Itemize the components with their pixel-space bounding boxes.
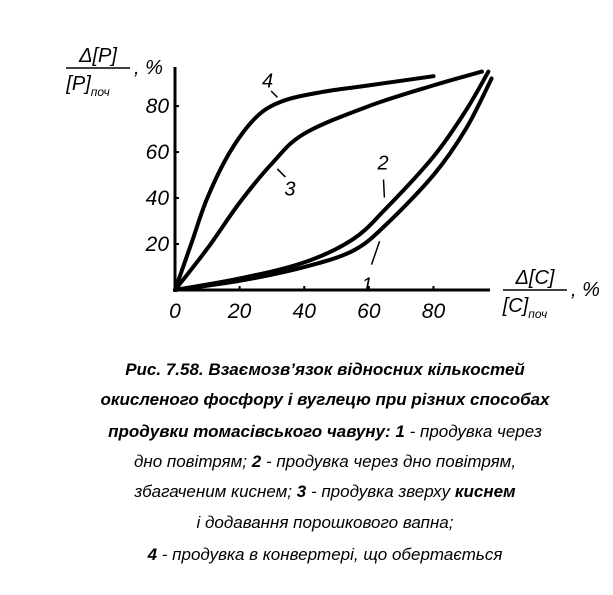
y-axis-label-denominator-sub: поч: [91, 85, 110, 99]
caption-run: дно повітрям;: [134, 452, 252, 471]
label-leader: [382, 179, 386, 198]
caption-run: і додавання порошкового вапна;: [197, 513, 454, 532]
caption-run: збагаченим киснем;: [133, 482, 296, 501]
caption-line: Рис. 7.58. Взаємозв’язок відносних кільк…: [125, 360, 525, 379]
x-axis-label-denominator-main: [C]: [502, 295, 529, 317]
y-axis-label-denominator-main: [P]: [65, 73, 91, 95]
caption-line: 4 - продувка в конвертері, що обертаєтьс…: [147, 545, 503, 564]
caption-run: 4: [147, 545, 158, 564]
x-axis-label: Δ[C] [C]поч , %: [502, 267, 600, 321]
series-label: 4: [262, 70, 273, 92]
series-label: 1: [361, 275, 372, 297]
x-axis-label-numerator: Δ[C]: [515, 267, 555, 289]
x-axis-label-denominator-sub: поч: [528, 307, 547, 321]
caption-run: - продувка зверху: [306, 482, 455, 501]
caption-run: окисленого фосфору і вуглецю при різних …: [100, 390, 551, 409]
caption-run: 3: [297, 482, 307, 501]
x-axis-label-denominator: [C]поч: [502, 295, 548, 321]
caption-run: Рис. 7.58. Взаємозв’язок відносних кільк…: [125, 360, 525, 379]
x-axis-label-unit: , %: [571, 279, 600, 301]
line-series: [173, 69, 491, 292]
caption-line: окисленого фосфору і вуглецю при різних …: [100, 390, 551, 409]
series-label: 2: [376, 153, 388, 175]
caption-run: киснем: [455, 482, 516, 501]
line-series: [173, 69, 484, 292]
label-leader: [270, 90, 278, 98]
y-axis-label: Δ[P] [P]поч , %: [65, 45, 163, 99]
x-tick-label: 40: [293, 300, 317, 323]
y-axis-label-unit: , %: [134, 57, 163, 79]
y-tick-label: 40: [146, 187, 170, 210]
x-tick-label: 80: [422, 300, 446, 323]
y-axis-label-numerator: Δ[P]: [78, 45, 117, 67]
caption-line: і додавання порошкового вапна;: [197, 513, 454, 532]
x-tick-label: 60: [357, 300, 381, 323]
y-axis-label-denominator: [P]поч: [65, 73, 109, 99]
x-tick-label: 20: [227, 300, 252, 323]
y-tick-label: 60: [146, 141, 170, 164]
caption-line: продувки томасівського чавуну: 1 - проду…: [108, 422, 542, 441]
line-series: [173, 74, 436, 292]
y-tick-label: 80: [146, 95, 170, 118]
caption-run: - продувка через: [405, 422, 542, 441]
caption-line: збагаченим киснем; 3 - продувка зверху к…: [133, 482, 516, 501]
caption-run: - продувка в конвертері, що обертається: [157, 545, 502, 564]
series-label: 3: [284, 179, 295, 201]
x-tick-label: 0: [169, 300, 181, 323]
label-leader: [370, 240, 381, 265]
caption-run: 2: [251, 452, 262, 471]
caption-run: - продувка через дно повітрям,: [261, 452, 516, 471]
caption-run: продувки томасівського чавуну: 1: [108, 422, 405, 441]
line-series: [173, 76, 494, 292]
y-tick-label: 20: [145, 233, 170, 256]
caption-line: дно повітрям; 2 - продувка через дно пов…: [134, 452, 516, 471]
label-leader: [276, 168, 286, 178]
